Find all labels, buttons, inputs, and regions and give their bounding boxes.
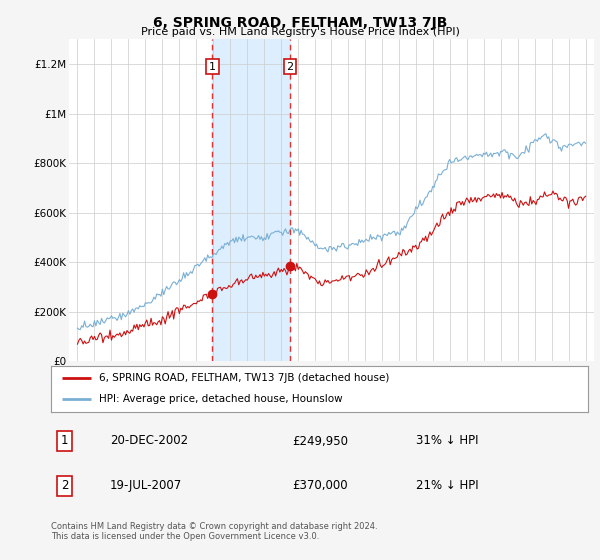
Bar [212, 39, 290, 361]
Text: Price paid vs. HM Land Registry's House Price Index (HPI): Price paid vs. HM Land Registry's House … [140, 27, 460, 37]
Text: £249,950: £249,950 [293, 435, 349, 447]
Text: 1: 1 [209, 62, 216, 72]
Text: 6, SPRING ROAD, FELTHAM, TW13 7JB (detached house): 6, SPRING ROAD, FELTHAM, TW13 7JB (detac… [100, 373, 390, 383]
Text: 19-JUL-2007: 19-JUL-2007 [110, 479, 182, 492]
Text: 2: 2 [61, 479, 68, 492]
Text: 20-DEC-2002: 20-DEC-2002 [110, 435, 188, 447]
Text: 21% ↓ HPI: 21% ↓ HPI [416, 479, 479, 492]
Text: 2: 2 [286, 62, 293, 72]
Text: 1: 1 [61, 435, 68, 447]
Text: 31% ↓ HPI: 31% ↓ HPI [416, 435, 479, 447]
Text: 6, SPRING ROAD, FELTHAM, TW13 7JB: 6, SPRING ROAD, FELTHAM, TW13 7JB [153, 16, 447, 30]
Text: Contains HM Land Registry data © Crown copyright and database right 2024.
This d: Contains HM Land Registry data © Crown c… [51, 522, 377, 542]
Text: HPI: Average price, detached house, Hounslow: HPI: Average price, detached house, Houn… [100, 394, 343, 404]
Text: £370,000: £370,000 [293, 479, 348, 492]
